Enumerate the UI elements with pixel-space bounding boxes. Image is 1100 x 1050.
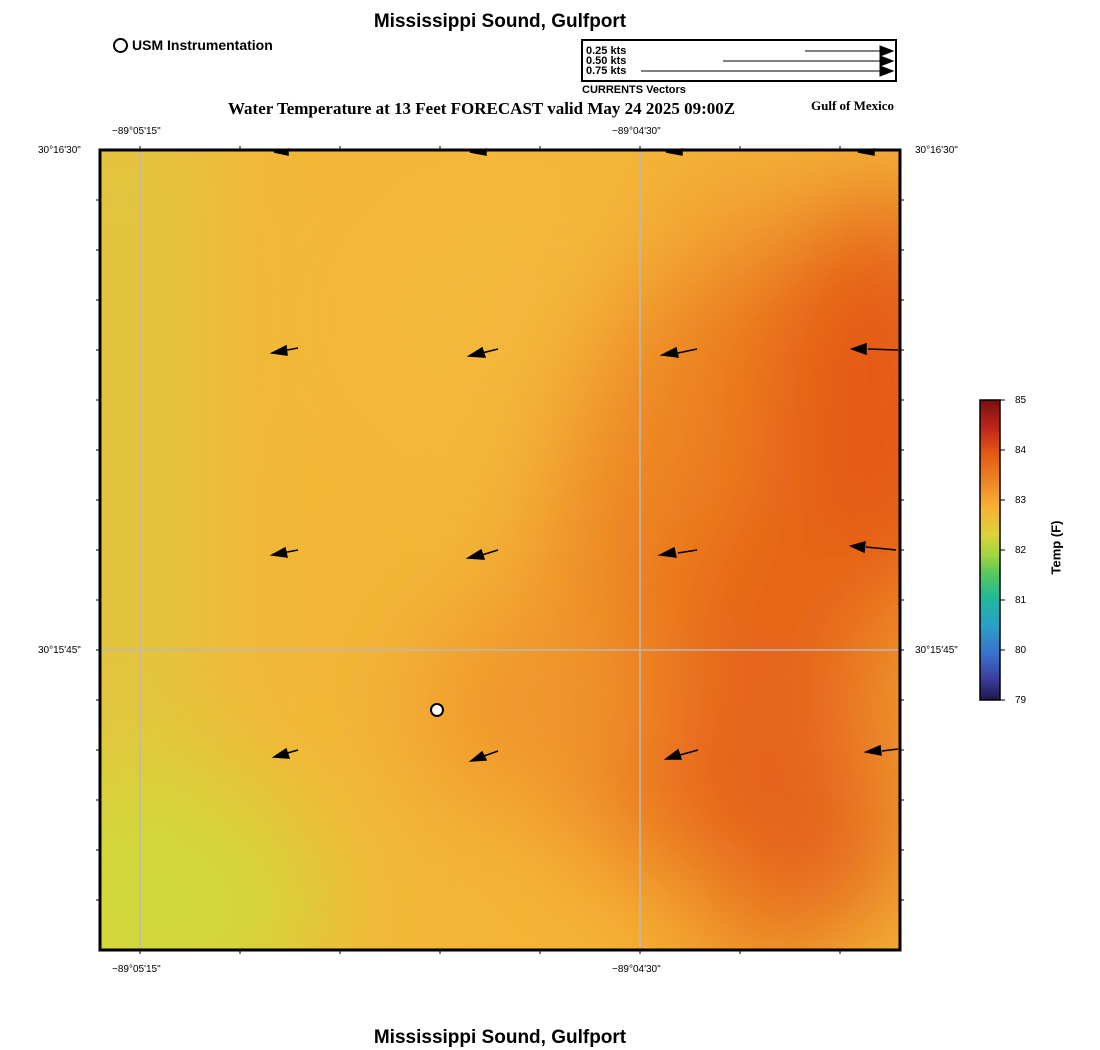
temperature-field [100, 150, 900, 950]
current-vectors [269, 148, 899, 762]
vector-scale-label-2: 0.50 kts [586, 55, 627, 67]
map-ticks [96, 146, 904, 954]
colorbar-tick-80: 80 [1015, 645, 1027, 656]
usm-station-marker [430, 703, 444, 717]
colorbar-gradient [979, 399, 1001, 701]
lon-label-top-2: −89°04'30" [612, 126, 661, 137]
colorbar-tick-79: 79 [1015, 695, 1027, 706]
vector-scale-arrow-head-2 [879, 55, 895, 67]
current-vector [657, 546, 698, 558]
current-vector [269, 344, 299, 356]
current-vector [863, 744, 899, 756]
current-vector [466, 346, 499, 358]
current-vector [663, 748, 699, 760]
lat-label-right-2: 30°15'45" [915, 645, 958, 656]
station-legend-label: USM Instrumentation [132, 37, 273, 53]
temperature-map [96, 146, 904, 954]
current-vector [468, 750, 499, 762]
current-vector [848, 540, 897, 554]
region-label: Gulf of Mexico [811, 98, 895, 113]
colorbar-title: Temp (F) [1048, 520, 1064, 575]
vector-scale-label-3: 0.75 kts [586, 65, 627, 77]
current-vector [273, 148, 289, 156]
colorbar-tick-83: 83 [1015, 495, 1027, 506]
vector-scale-arrow-head-3 [879, 65, 895, 77]
station-legend: USM Instrumentation [113, 37, 273, 53]
lon-label-bottom-1: −89°05'15" [112, 964, 161, 975]
current-vector [469, 148, 487, 156]
lon-label-bottom-2: −89°04'30" [612, 964, 661, 975]
colorbar-tick-85: 85 [1015, 395, 1027, 406]
location-title-top: Mississippi Sound, Gulfport [373, 11, 627, 32]
colorbar-tick-81: 81 [1015, 595, 1027, 606]
current-vector [465, 548, 499, 560]
current-vector [659, 346, 698, 358]
current-vector [269, 546, 299, 558]
lat-label-left-2: 30°15'45" [38, 645, 81, 656]
colorbar-tick-84: 84 [1015, 445, 1027, 456]
vector-scale-box: 0.25 kts 0.50 kts 0.75 kts [581, 39, 897, 82]
current-vector [271, 747, 299, 759]
temperature-colorbar [979, 399, 1005, 701]
vector-scale-label-1: 0.25 kts [586, 45, 627, 57]
vector-caption: CURRENTS Vectors [582, 84, 686, 96]
colorbar-tick-82: 82 [1015, 545, 1027, 556]
vector-scale-arrow-head-1 [879, 45, 895, 57]
current-vector [857, 148, 875, 156]
current-vector [849, 342, 899, 356]
current-vector [665, 148, 683, 156]
station-marker-icon [113, 37, 128, 53]
lat-label-right-1: 30°16'30" [915, 145, 958, 156]
location-title-bottom: Mississippi Sound, Gulfport [373, 1027, 627, 1048]
lat-label-left-1: 30°16'30" [38, 145, 81, 156]
map-grid [100, 150, 900, 950]
lon-label-top-1: −89°05'15" [112, 126, 161, 137]
vector-scale-arrows [641, 45, 895, 77]
chart-title: Water Temperature at 13 Feet FORECAST va… [228, 99, 736, 118]
